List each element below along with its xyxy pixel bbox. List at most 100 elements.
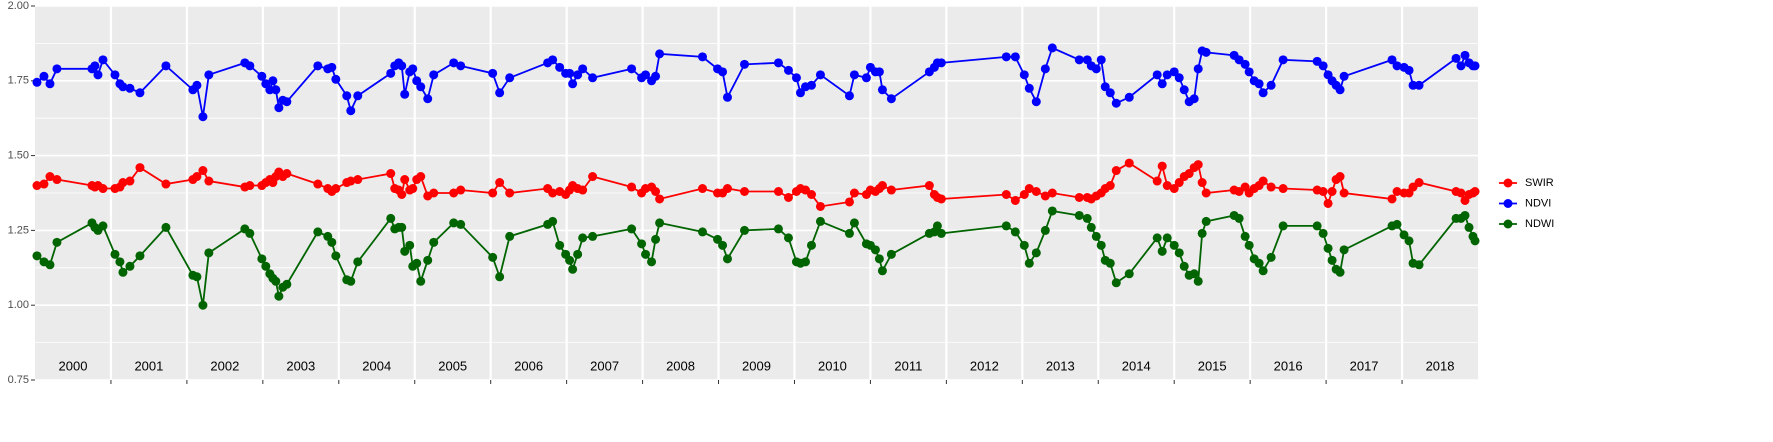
point (1162, 181, 1172, 191)
point (1197, 178, 1207, 188)
point (1414, 178, 1424, 188)
legend-label: SWIR (1525, 177, 1554, 189)
point (204, 248, 214, 258)
point (449, 218, 459, 228)
point (815, 70, 825, 80)
y-tick-label: 1.00 (8, 299, 29, 311)
point (423, 255, 433, 265)
point (806, 80, 816, 90)
point (408, 64, 418, 74)
point (282, 169, 292, 179)
legend-label: NDWI (1525, 218, 1554, 230)
point (1323, 198, 1333, 208)
point (627, 64, 637, 74)
point (698, 52, 708, 62)
point (647, 257, 657, 267)
point (1201, 188, 1211, 198)
point (331, 184, 341, 194)
point (400, 89, 410, 99)
point (641, 249, 651, 259)
legend-key-point (1503, 219, 1513, 229)
point (1258, 88, 1268, 98)
point (588, 73, 598, 83)
point (192, 80, 202, 90)
year-label: 2004 (362, 358, 391, 373)
point (331, 74, 341, 84)
point (268, 76, 278, 86)
point (1335, 172, 1345, 182)
point (1157, 161, 1167, 171)
point (423, 94, 433, 104)
point (1179, 85, 1189, 95)
point (568, 79, 578, 89)
point (861, 73, 871, 83)
point (1010, 52, 1020, 62)
point (886, 249, 896, 259)
point (1152, 176, 1162, 186)
point (1001, 52, 1011, 62)
point (125, 261, 135, 271)
point (52, 175, 62, 185)
point (125, 83, 135, 93)
point (1193, 64, 1203, 74)
point (1105, 181, 1115, 191)
point (353, 175, 363, 185)
point (1010, 195, 1020, 205)
point (118, 82, 128, 92)
point (1278, 55, 1288, 65)
point (1105, 88, 1115, 98)
point (495, 88, 505, 98)
point (722, 184, 732, 194)
point (1179, 261, 1189, 271)
point (555, 62, 565, 72)
point (548, 216, 558, 226)
point (627, 224, 637, 234)
point (1278, 221, 1288, 231)
year-label: 2016 (1274, 358, 1303, 373)
point (135, 88, 145, 98)
point (1254, 79, 1264, 89)
point (932, 221, 942, 231)
point (1086, 222, 1096, 232)
point (1157, 79, 1167, 89)
point (783, 65, 793, 75)
point (1193, 276, 1203, 286)
point (161, 222, 171, 232)
point (1157, 246, 1167, 256)
point (1318, 187, 1328, 197)
point (1047, 43, 1057, 53)
point (271, 85, 281, 95)
point (1169, 240, 1179, 250)
point (1404, 65, 1414, 75)
point (331, 251, 341, 261)
point (110, 249, 120, 259)
point (936, 228, 946, 238)
point (1456, 61, 1466, 71)
point (192, 172, 202, 182)
point (565, 68, 575, 78)
point (718, 67, 728, 77)
point (115, 257, 125, 267)
year-label: 2018 (1426, 358, 1455, 373)
point (1174, 248, 1184, 258)
point (641, 70, 651, 80)
point (274, 291, 284, 301)
point (1184, 169, 1194, 179)
point (161, 179, 171, 189)
point (1201, 216, 1211, 226)
point (1124, 92, 1134, 102)
point (416, 82, 426, 92)
point (718, 240, 728, 250)
point (1096, 240, 1106, 250)
point (1244, 240, 1254, 250)
point (1266, 80, 1276, 90)
point (313, 179, 323, 189)
point (429, 188, 439, 198)
point (849, 70, 859, 80)
point (45, 172, 55, 182)
point (1335, 267, 1345, 277)
point (773, 224, 783, 234)
point (1254, 258, 1264, 268)
point (39, 179, 49, 189)
year-label: 2010 (818, 358, 847, 373)
